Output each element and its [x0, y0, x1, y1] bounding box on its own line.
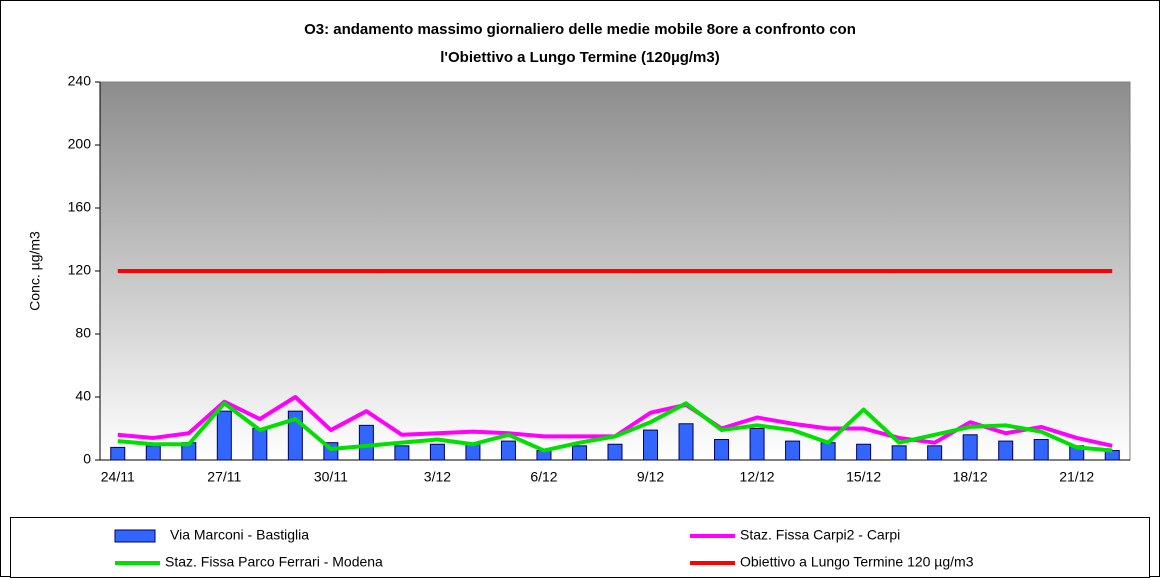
x-tick-label: 9/12: [637, 469, 664, 485]
bar: [465, 443, 481, 461]
x-tick-label: 18/12: [953, 469, 988, 485]
legend-label: Obiettivo a Lungo Termine 120 µg/m3: [740, 554, 974, 570]
x-tick-label: 12/12: [740, 469, 775, 485]
legend-label: Via Marconi - Bastiglia: [170, 527, 309, 543]
bar: [1033, 439, 1049, 461]
y-tick-label: 200: [68, 136, 92, 152]
bar: [856, 443, 872, 461]
bar: [820, 442, 836, 461]
bar: [607, 443, 623, 461]
bar: [429, 443, 445, 461]
legend-label: Staz. Fissa Parco Ferrari - Modena: [165, 554, 383, 570]
y-tick-label: 80: [75, 325, 91, 341]
bar: [749, 428, 765, 461]
y-tick-label: 160: [68, 199, 92, 215]
x-tick-label: 6/12: [530, 469, 557, 485]
x-tick-label: 21/12: [1059, 469, 1094, 485]
legend-swatch: [114, 529, 156, 543]
legend-label: Staz. Fissa Carpi2 - Carpi: [740, 527, 900, 543]
bar: [643, 429, 659, 461]
bar: [678, 423, 694, 461]
bar: [500, 440, 516, 461]
x-tick-label: 15/12: [846, 469, 881, 485]
y-tick-label: 0: [83, 451, 91, 467]
y-tick-label: 240: [68, 73, 92, 89]
chart-title: O3: andamento massimo giornaliero delle …: [304, 21, 856, 38]
legend: [10, 517, 1150, 578]
y-tick-label: 40: [75, 388, 91, 404]
bar: [110, 446, 126, 461]
chart-title: l'Obiettivo a Lungo Termine (120µg/m3): [440, 49, 719, 66]
bar: [145, 445, 161, 461]
bar: [927, 445, 943, 461]
x-tick-label: 30/11: [314, 469, 348, 485]
x-tick-label: 3/12: [424, 469, 451, 485]
bar: [998, 440, 1014, 461]
y-axis-label: Conc. µg/m3: [27, 231, 43, 311]
bar: [891, 445, 907, 461]
x-tick-label: 24/11: [101, 469, 135, 485]
x-tick-label: 27/11: [207, 469, 241, 485]
y-tick-label: 120: [68, 262, 92, 278]
bar: [962, 434, 978, 461]
bar: [252, 428, 268, 461]
bar: [216, 410, 232, 461]
bar: [394, 445, 410, 461]
bar: [571, 445, 587, 461]
bar: [714, 439, 730, 461]
line: [117, 401, 1113, 453]
bar: [785, 440, 801, 461]
bar: [358, 424, 374, 461]
